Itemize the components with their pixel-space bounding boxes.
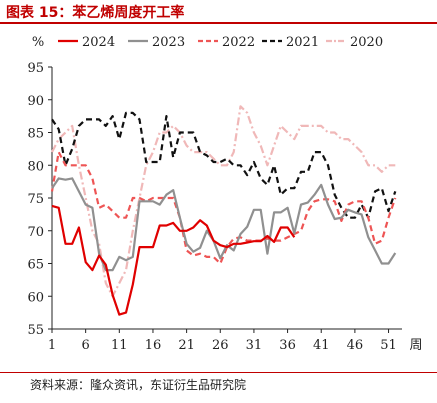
y-tick-label: 85 [27, 127, 44, 142]
series-line-2020 [51, 105, 396, 298]
y-tick-label: 55 [27, 323, 44, 338]
x-tick-label: 6 [82, 338, 90, 353]
x-tick-label: 36 [279, 338, 296, 353]
y-tick-label: 90 [27, 94, 44, 109]
legend-label-2023: 2023 [152, 35, 185, 50]
x-tick-label: 1 [48, 338, 56, 353]
x-tick-label: 51 [380, 338, 397, 353]
y-tick-label: 70 [27, 225, 44, 240]
legend-label-2022: 2022 [222, 35, 255, 50]
y-tick-label: 80 [27, 159, 44, 174]
title-divider [0, 22, 437, 24]
legend-label-2020: 2020 [350, 35, 383, 50]
x-axis-unit: 周 [409, 338, 422, 353]
figure-title: 图表 15：苯乙烯周度开工率 [6, 5, 185, 21]
series-line-2022 [50, 151, 397, 265]
x-tick-label: 16 [145, 338, 162, 353]
x-tick-label: 46 [347, 338, 364, 353]
x-tick-label: 11 [111, 338, 128, 353]
y-tick-label: 60 [27, 290, 44, 305]
y-tick-label: 75 [27, 192, 44, 207]
y-tick-label: 65 [27, 258, 44, 273]
x-tick-label: 26 [212, 338, 229, 353]
x-tick-label: 41 [313, 338, 330, 353]
series-line-2024 [51, 204, 296, 316]
series-line-2023 [51, 177, 397, 272]
legend-label-2021: 2021 [286, 35, 319, 50]
x-tick-label: 21 [178, 338, 195, 353]
source-note: 资料来源：隆众资讯，东证衍生品研究院 [30, 378, 247, 392]
series-line-2021 [51, 111, 397, 219]
y-tick-label: 95 [27, 61, 44, 76]
footer-divider [0, 372, 437, 373]
y-axis-unit: % [32, 35, 44, 50]
legend-label-2024: 2024 [82, 35, 115, 50]
x-tick-label: 31 [246, 338, 263, 353]
